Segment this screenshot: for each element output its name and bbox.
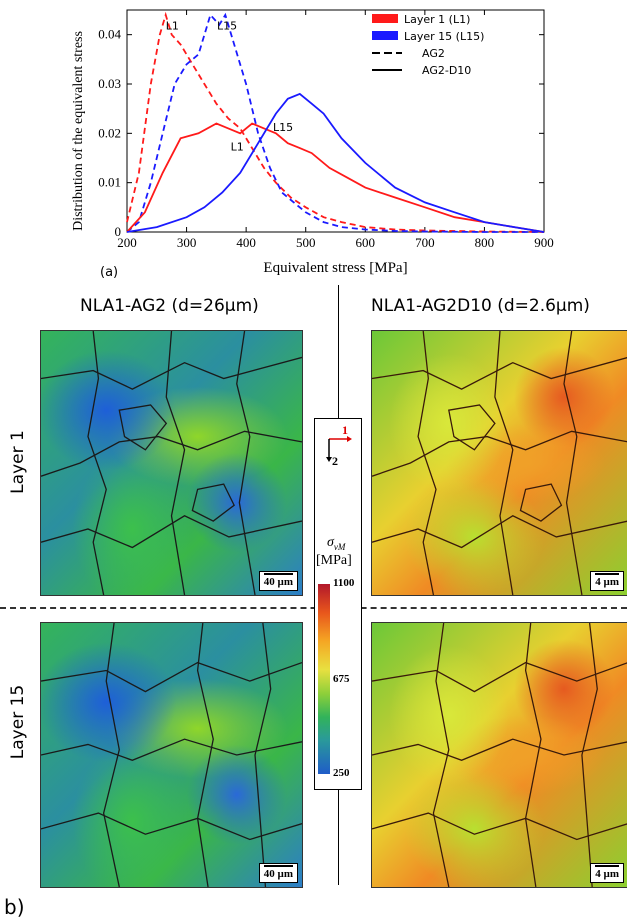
y-tick-label: 0.01 — [98, 175, 121, 190]
colorbar-unit: [MPa] — [316, 553, 352, 568]
curve-annotation: L15 — [217, 20, 237, 33]
x-tick-label: 300 — [177, 235, 197, 250]
column-title-ag2d10: NLA1-AG2D10 (d=2.6µm) — [371, 296, 590, 316]
x-tick-label: 500 — [296, 235, 316, 250]
grain-boundaries — [41, 623, 302, 887]
axis-1-label: 1 — [342, 423, 348, 437]
series-line-l1-ag2-d10 — [126, 122, 545, 233]
curve-annotation: L1 — [231, 141, 244, 154]
grain-boundaries — [372, 623, 627, 887]
colorbar-legend: 1 2 σvM [MPa] 1100 675 250 — [314, 418, 362, 790]
grain-boundaries — [41, 331, 302, 595]
axis-triad-icon — [326, 436, 352, 462]
panel-label-b: b) — [4, 895, 25, 919]
legend-swatch — [372, 31, 398, 40]
stress-distribution-chart: 200 300 400 500 600 700 800 900 0 0.01 0.02 0.03 0.0… — [71, 9, 554, 280]
grain-boundaries — [372, 331, 627, 595]
legend-label: AG2 — [422, 47, 445, 60]
horizontal-divider — [0, 607, 627, 609]
column-title-ag2: NLA1-AG2 (d=26µm) — [80, 296, 259, 316]
x-tick-label: 900 — [534, 235, 554, 250]
legend-label: Layer 1 (L1) — [404, 13, 470, 26]
legend-label: Layer 15 (L15) — [404, 30, 484, 43]
colorbar-symbol: σvM — [327, 535, 346, 552]
panel-label-a: (a) — [100, 265, 118, 280]
colorbar — [318, 584, 330, 774]
legend-label: AG2-D10 — [422, 64, 471, 77]
axis-2-label: 2 — [332, 454, 338, 468]
stress-map-ag2-layer1: 40 µm — [40, 330, 303, 596]
y-axis-label: Distribution of the equivalent stress — [71, 31, 86, 231]
colorbar-tick-max: 1100 — [333, 577, 355, 589]
plot-frame — [126, 9, 545, 233]
colorbar-tick-mid: 675 — [333, 673, 350, 685]
series-line-l15-ag2-d10 — [126, 92, 545, 233]
x-tick-label: 200 — [117, 235, 137, 250]
y-tick-label: 0 — [115, 224, 122, 239]
y-tick-label: 0.04 — [98, 27, 121, 42]
series-line-l15-ag2 — [126, 12, 544, 233]
stress-map-ag2d10-layer1: 4 µm — [371, 330, 627, 596]
x-axis-label: Equivalent stress [MPa] — [263, 260, 407, 276]
series-line-l1-ag2 — [126, 11, 545, 233]
scale-bar: 40 µm — [258, 863, 298, 883]
legend-swatch — [372, 14, 398, 23]
x-tick-label: 400 — [236, 235, 256, 250]
colorbar-tick-min: 250 — [333, 767, 350, 779]
x-tick-label: 600 — [356, 235, 376, 250]
y-tick-label: 0.02 — [98, 125, 121, 140]
row-title-layer1: Layer 1 — [8, 430, 28, 494]
row-title-layer15: Layer 15 — [8, 684, 28, 760]
curve-annotation: L1 — [166, 20, 179, 33]
stress-map-ag2-layer15: 40 µm — [40, 622, 303, 888]
scale-bar: 4 µm — [590, 863, 624, 883]
y-tick-label: 0.03 — [98, 76, 121, 91]
x-tick-label: 800 — [475, 235, 495, 250]
scale-bar: 40 µm — [258, 571, 298, 591]
scale-bar: 4 µm — [590, 571, 624, 591]
x-tick-label: 700 — [415, 235, 435, 250]
curve-annotation: L15 — [273, 121, 293, 134]
stress-map-ag2d10-layer15: 4 µm — [371, 622, 627, 888]
